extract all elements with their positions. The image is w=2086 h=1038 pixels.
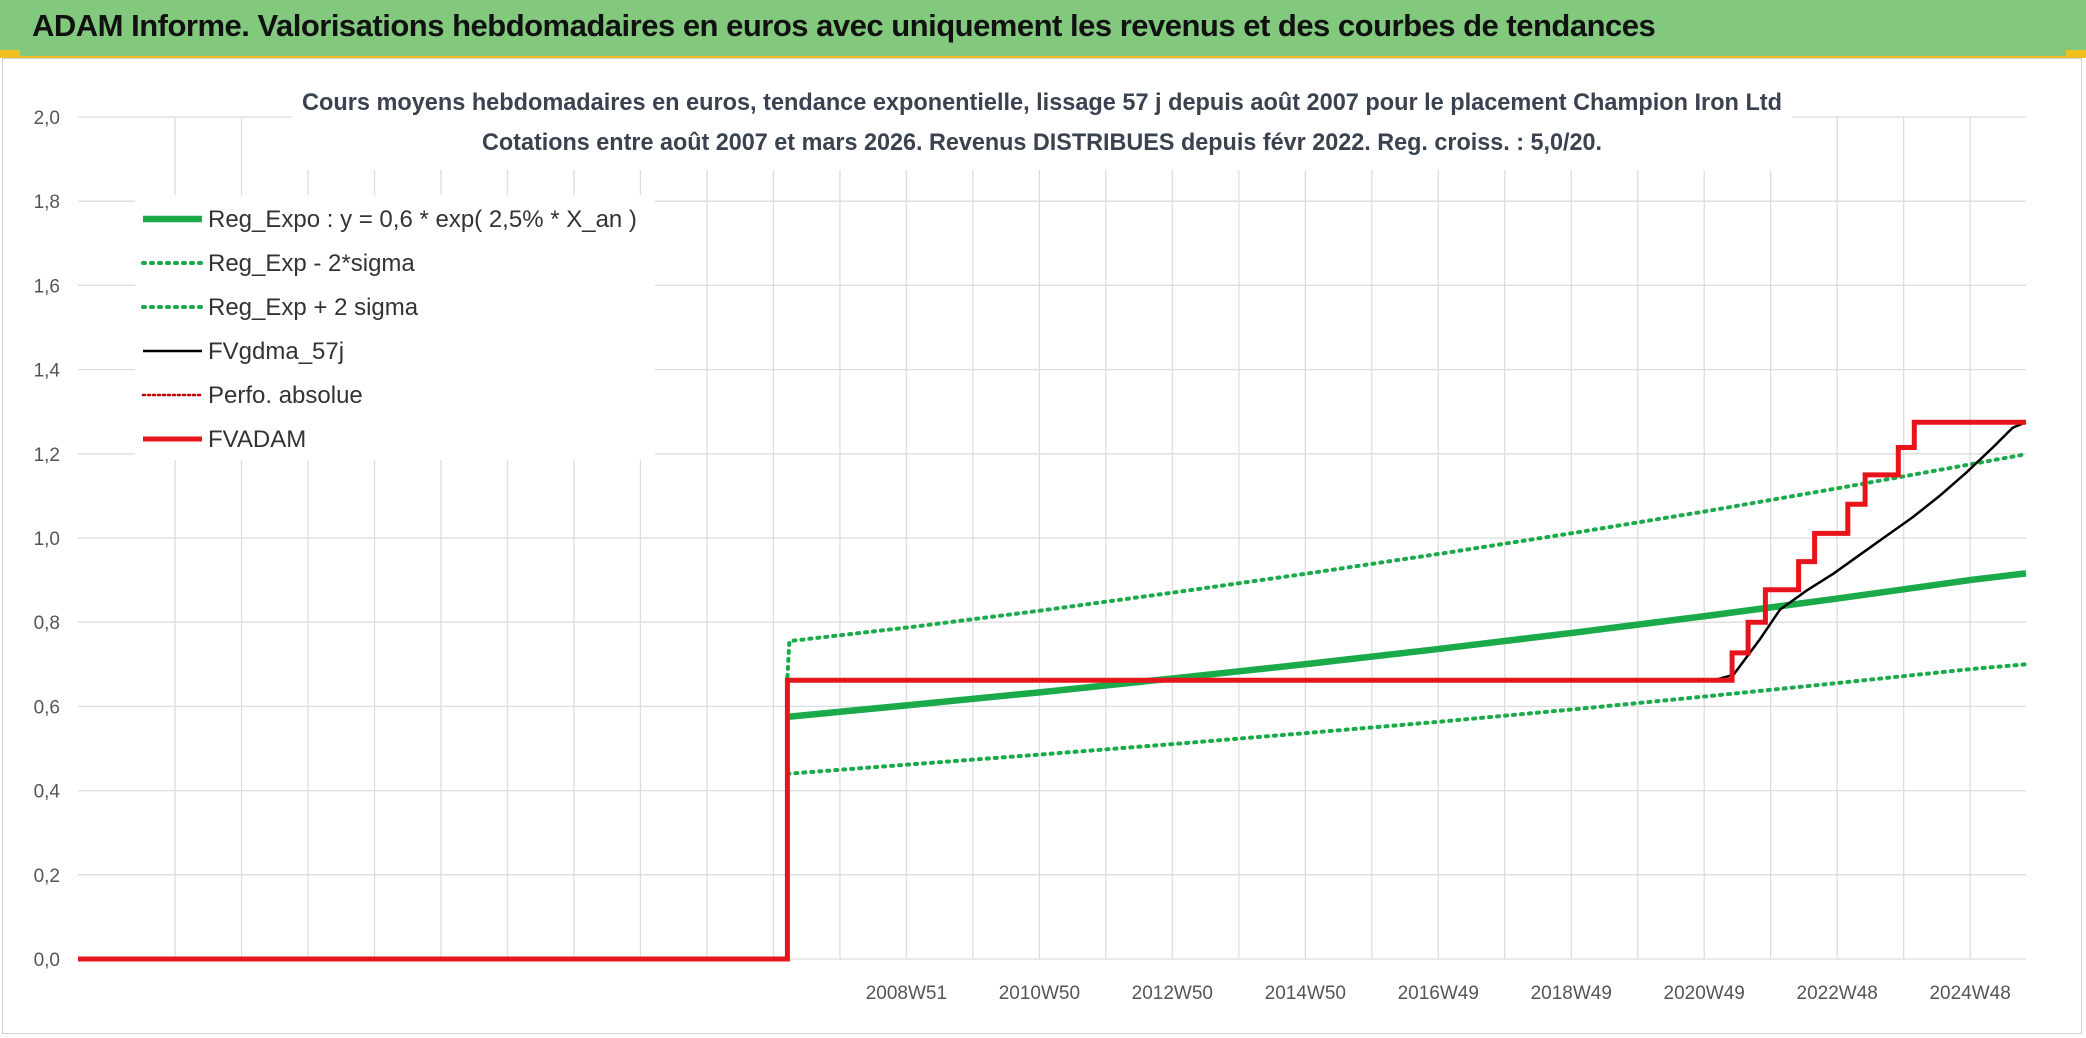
x-tick-label: 2008W51 <box>866 983 947 1004</box>
banner-corner-right <box>2066 50 2086 58</box>
x-tick-label: 2018W49 <box>1531 983 1612 1004</box>
y-axis-tick-labels: 0,0 0,2 0,4 0,6 0,8 1,0 1,2 1,4 1,6 1,8 2,0 <box>34 108 61 971</box>
x-tick-label: 2010W50 <box>999 983 1080 1004</box>
legend-label: Perfo. absolue <box>208 382 363 409</box>
x-tick-label: 2022W48 <box>1797 983 1878 1004</box>
title-background <box>292 80 1792 170</box>
y-tick-label: 2,0 <box>34 108 60 129</box>
x-tick-label: 2016W49 <box>1398 983 1479 1004</box>
x-tick-label: 2014W50 <box>1265 983 1346 1004</box>
series-line-5 <box>78 419 2026 962</box>
legend-label: FVgdma_57j <box>208 338 344 365</box>
series-line-0 <box>787 570 2027 721</box>
banner-title: ADAM Informe. Valorisations hebdomadaire… <box>32 8 1656 43</box>
series-line-2 <box>785 452 2028 679</box>
y-tick-label: 0,6 <box>34 697 60 718</box>
y-tick-label: 0,2 <box>34 866 60 887</box>
legend-label: Reg_Exp - 2*sigma <box>208 250 415 277</box>
y-tick-label: 1,4 <box>34 361 61 382</box>
y-tick-label: 0,0 <box>34 950 60 971</box>
series-lines <box>78 419 2028 962</box>
legend: Reg_Expo : y = 0,6 * exp( 2,5% * X_an ) R… <box>135 195 655 460</box>
legend-label: Reg_Exp + 2 sigma <box>208 294 419 321</box>
banner-corner-left <box>0 50 20 58</box>
chart-subtitle: Cotations entre août 2007 et mars 2026. … <box>482 129 1602 156</box>
y-tick-label: 0,4 <box>34 782 61 803</box>
x-tick-label: 2012W50 <box>1132 983 1213 1004</box>
chart-frame <box>2 58 2082 1034</box>
x-tick-label: 2024W48 <box>1929 983 2010 1004</box>
series-line-1 <box>785 662 2028 776</box>
legend-label: Reg_Expo : y = 0,6 * exp( 2,5% * X_an ) <box>208 206 637 233</box>
x-tick-label: 2020W49 <box>1664 983 1745 1004</box>
x-axis-tick-labels: 2008W51 2010W50 2012W50 2014W50 2016W49 2018W… <box>866 983 2011 1004</box>
report-banner: ADAM Informe. Valorisations hebdomadaire… <box>0 0 2086 58</box>
chart-title: Cours moyens hebdomadaires en euros, ten… <box>302 89 1782 116</box>
y-tick-label: 1,6 <box>34 276 60 297</box>
y-tick-label: 0,8 <box>34 613 60 634</box>
y-tick-label: 1,8 <box>34 192 60 213</box>
y-tick-label: 1,2 <box>34 445 60 466</box>
legend-label: FVADAM <box>208 426 306 453</box>
legend-background <box>135 195 655 460</box>
y-tick-label: 1,0 <box>34 529 60 550</box>
